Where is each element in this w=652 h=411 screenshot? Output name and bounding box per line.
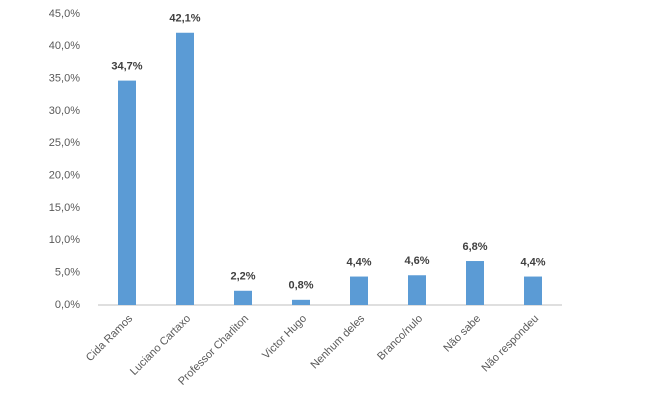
bar: [234, 290, 252, 305]
data-label: 2,2%: [230, 271, 255, 283]
bar: [292, 299, 310, 305]
y-tick-label: 25,0%: [49, 137, 80, 149]
x-tick-label: Branco/nulo: [375, 313, 425, 363]
data-label: 6,8%: [462, 241, 487, 253]
x-tick-label: Nenhum deles: [309, 312, 368, 371]
bar: [118, 80, 136, 306]
x-tick-label: Não respondeu: [479, 313, 541, 375]
y-tick-label: 30,0%: [49, 105, 80, 117]
y-tick-label: 35,0%: [49, 73, 80, 85]
y-tick-label: 15,0%: [49, 202, 80, 214]
y-tick-label: 10,0%: [49, 234, 80, 246]
y-tick-label: 40,0%: [49, 40, 80, 52]
y-tick-label: 45,0%: [49, 8, 80, 20]
y-tick-label: 5,0%: [55, 267, 80, 279]
bar: [466, 261, 484, 305]
x-tick-label: Luciano Cartaxo: [128, 313, 193, 378]
bar: [350, 276, 368, 305]
data-label: 42,1%: [169, 13, 200, 25]
y-tick-label: 20,0%: [49, 170, 80, 182]
y-tick-label: 0,0%: [55, 299, 80, 311]
data-label: 4,6%: [404, 255, 429, 267]
bar: [408, 275, 426, 305]
data-label: 34,7%: [111, 61, 142, 73]
data-label: 4,4%: [520, 256, 545, 268]
data-label: 0,8%: [288, 280, 313, 292]
x-tick-label: Não sabe: [441, 313, 483, 355]
bar: [176, 32, 194, 306]
x-tick-label: Victor Hugo: [260, 313, 309, 362]
x-tick-label: Cida Ramos: [84, 312, 136, 364]
data-label: 4,4%: [346, 256, 371, 268]
bar: [524, 276, 542, 305]
